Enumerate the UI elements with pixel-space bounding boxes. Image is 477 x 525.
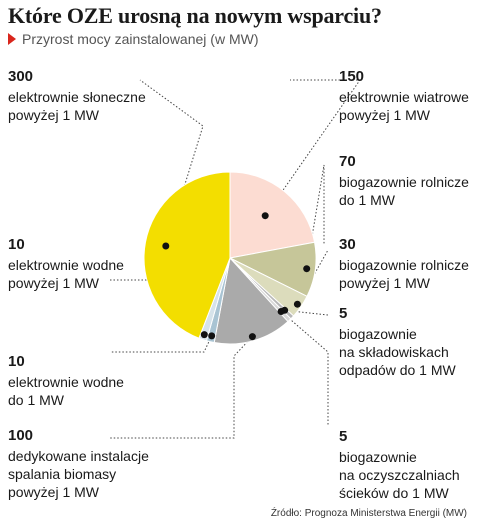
slice-label: 70 biogazownie rolnicze do 1 MW xyxy=(339,153,469,209)
slice-category-text: biogazownie xyxy=(339,449,417,465)
slice-category-text: elektrownie wodne xyxy=(8,374,124,390)
slice-label: 150 elektrownie wiatrowe powyżej 1 MW xyxy=(339,68,469,124)
slice-category-text: elektrownie wodne xyxy=(8,257,124,273)
leader-dot xyxy=(162,242,170,250)
leader-dot xyxy=(303,265,311,273)
leader-dot xyxy=(277,308,285,315)
chart-title: Które OZE urosną na nowym wsparciu? xyxy=(8,3,382,28)
slice-category-text: biogazownie rolnicze xyxy=(339,174,469,190)
leader-line xyxy=(110,336,253,439)
pie-slices xyxy=(143,171,317,345)
slice-value: 300 xyxy=(8,68,34,85)
leader-line xyxy=(264,79,361,216)
slice-category-text: na oczyszczalniach xyxy=(339,467,460,483)
slice-category-text: do 1 MW xyxy=(8,392,65,408)
slice-category-text: biogazownie rolnicze xyxy=(339,257,469,273)
slice-category-text: na składowiskach xyxy=(339,344,449,360)
slice-value: 10 xyxy=(8,236,25,253)
slice-label: 10 elektrownie wodne do 1 MW xyxy=(8,353,124,409)
slice-category-text: powyżej 1 MW xyxy=(8,107,100,123)
slice-label: 5 biogazownie na oczyszczalniach ścieków do… xyxy=(339,428,460,502)
slice-category-text: powyżej 1 MW xyxy=(339,275,431,291)
source-note: Źródło: Prognoza Ministerstwa Energii (M… xyxy=(270,508,467,519)
slice-value: 30 xyxy=(339,236,356,253)
slice-category-text: biogazownie xyxy=(339,326,417,342)
leader-dots xyxy=(162,212,311,341)
slice-category-text: powyżej 1 MW xyxy=(8,275,100,291)
slice-category-text: powyżej 1 MW xyxy=(8,484,100,500)
slice-category-text: powyżej 1 MW xyxy=(339,107,431,123)
pie-slice xyxy=(213,256,289,345)
chart-subtitle: Przyrost mocy zainstalowanej (w MW) xyxy=(8,31,259,47)
slice-value: 150 xyxy=(339,68,365,85)
pie-slice xyxy=(143,171,231,339)
slice-category-text: spalania biomasy xyxy=(8,466,117,482)
subtitle-text: Przyrost mocy zainstalowanej (w MW) xyxy=(22,31,259,47)
slice-value: 5 xyxy=(339,428,348,445)
triangle-bullet-icon xyxy=(8,33,16,45)
slice-value: 100 xyxy=(8,427,34,444)
slice-category-text: elektrownie słoneczne xyxy=(8,89,146,105)
slice-category-text: dedykowane instalacje xyxy=(8,448,149,464)
slice-label: 30 biogazownie rolnicze powyżej 1 MW xyxy=(339,236,469,292)
slice-category-text: do 1 MW xyxy=(339,192,396,208)
slice-category-text: odpadów do 1 MW xyxy=(339,362,456,378)
leader-dot xyxy=(208,332,216,340)
slice-value: 70 xyxy=(339,153,356,170)
leader-dot xyxy=(261,212,269,220)
leader-dot xyxy=(248,333,256,341)
slice-category-text: ścieków do 1 MW xyxy=(339,485,449,501)
pie-slice xyxy=(229,171,316,259)
slice-value: 5 xyxy=(339,305,348,322)
leader-line xyxy=(280,311,329,426)
slice-category-text: elektrownie wiatrowe xyxy=(339,89,469,105)
leader-dot xyxy=(293,300,301,308)
leader-line xyxy=(110,335,213,353)
slice-value: 10 xyxy=(8,353,25,370)
leader-dot xyxy=(200,331,208,339)
slice-label: 10 elektrownie wodne powyżej 1 MW xyxy=(8,236,124,292)
slice-label: 5 biogazownie na składowiskach odpadów do 1… xyxy=(339,305,456,379)
slice-label: 300 elektrownie słoneczne powyżej 1 MW xyxy=(8,68,146,124)
slice-label: 100 dedykowane instalacje spalania biomasy… xyxy=(8,427,149,501)
